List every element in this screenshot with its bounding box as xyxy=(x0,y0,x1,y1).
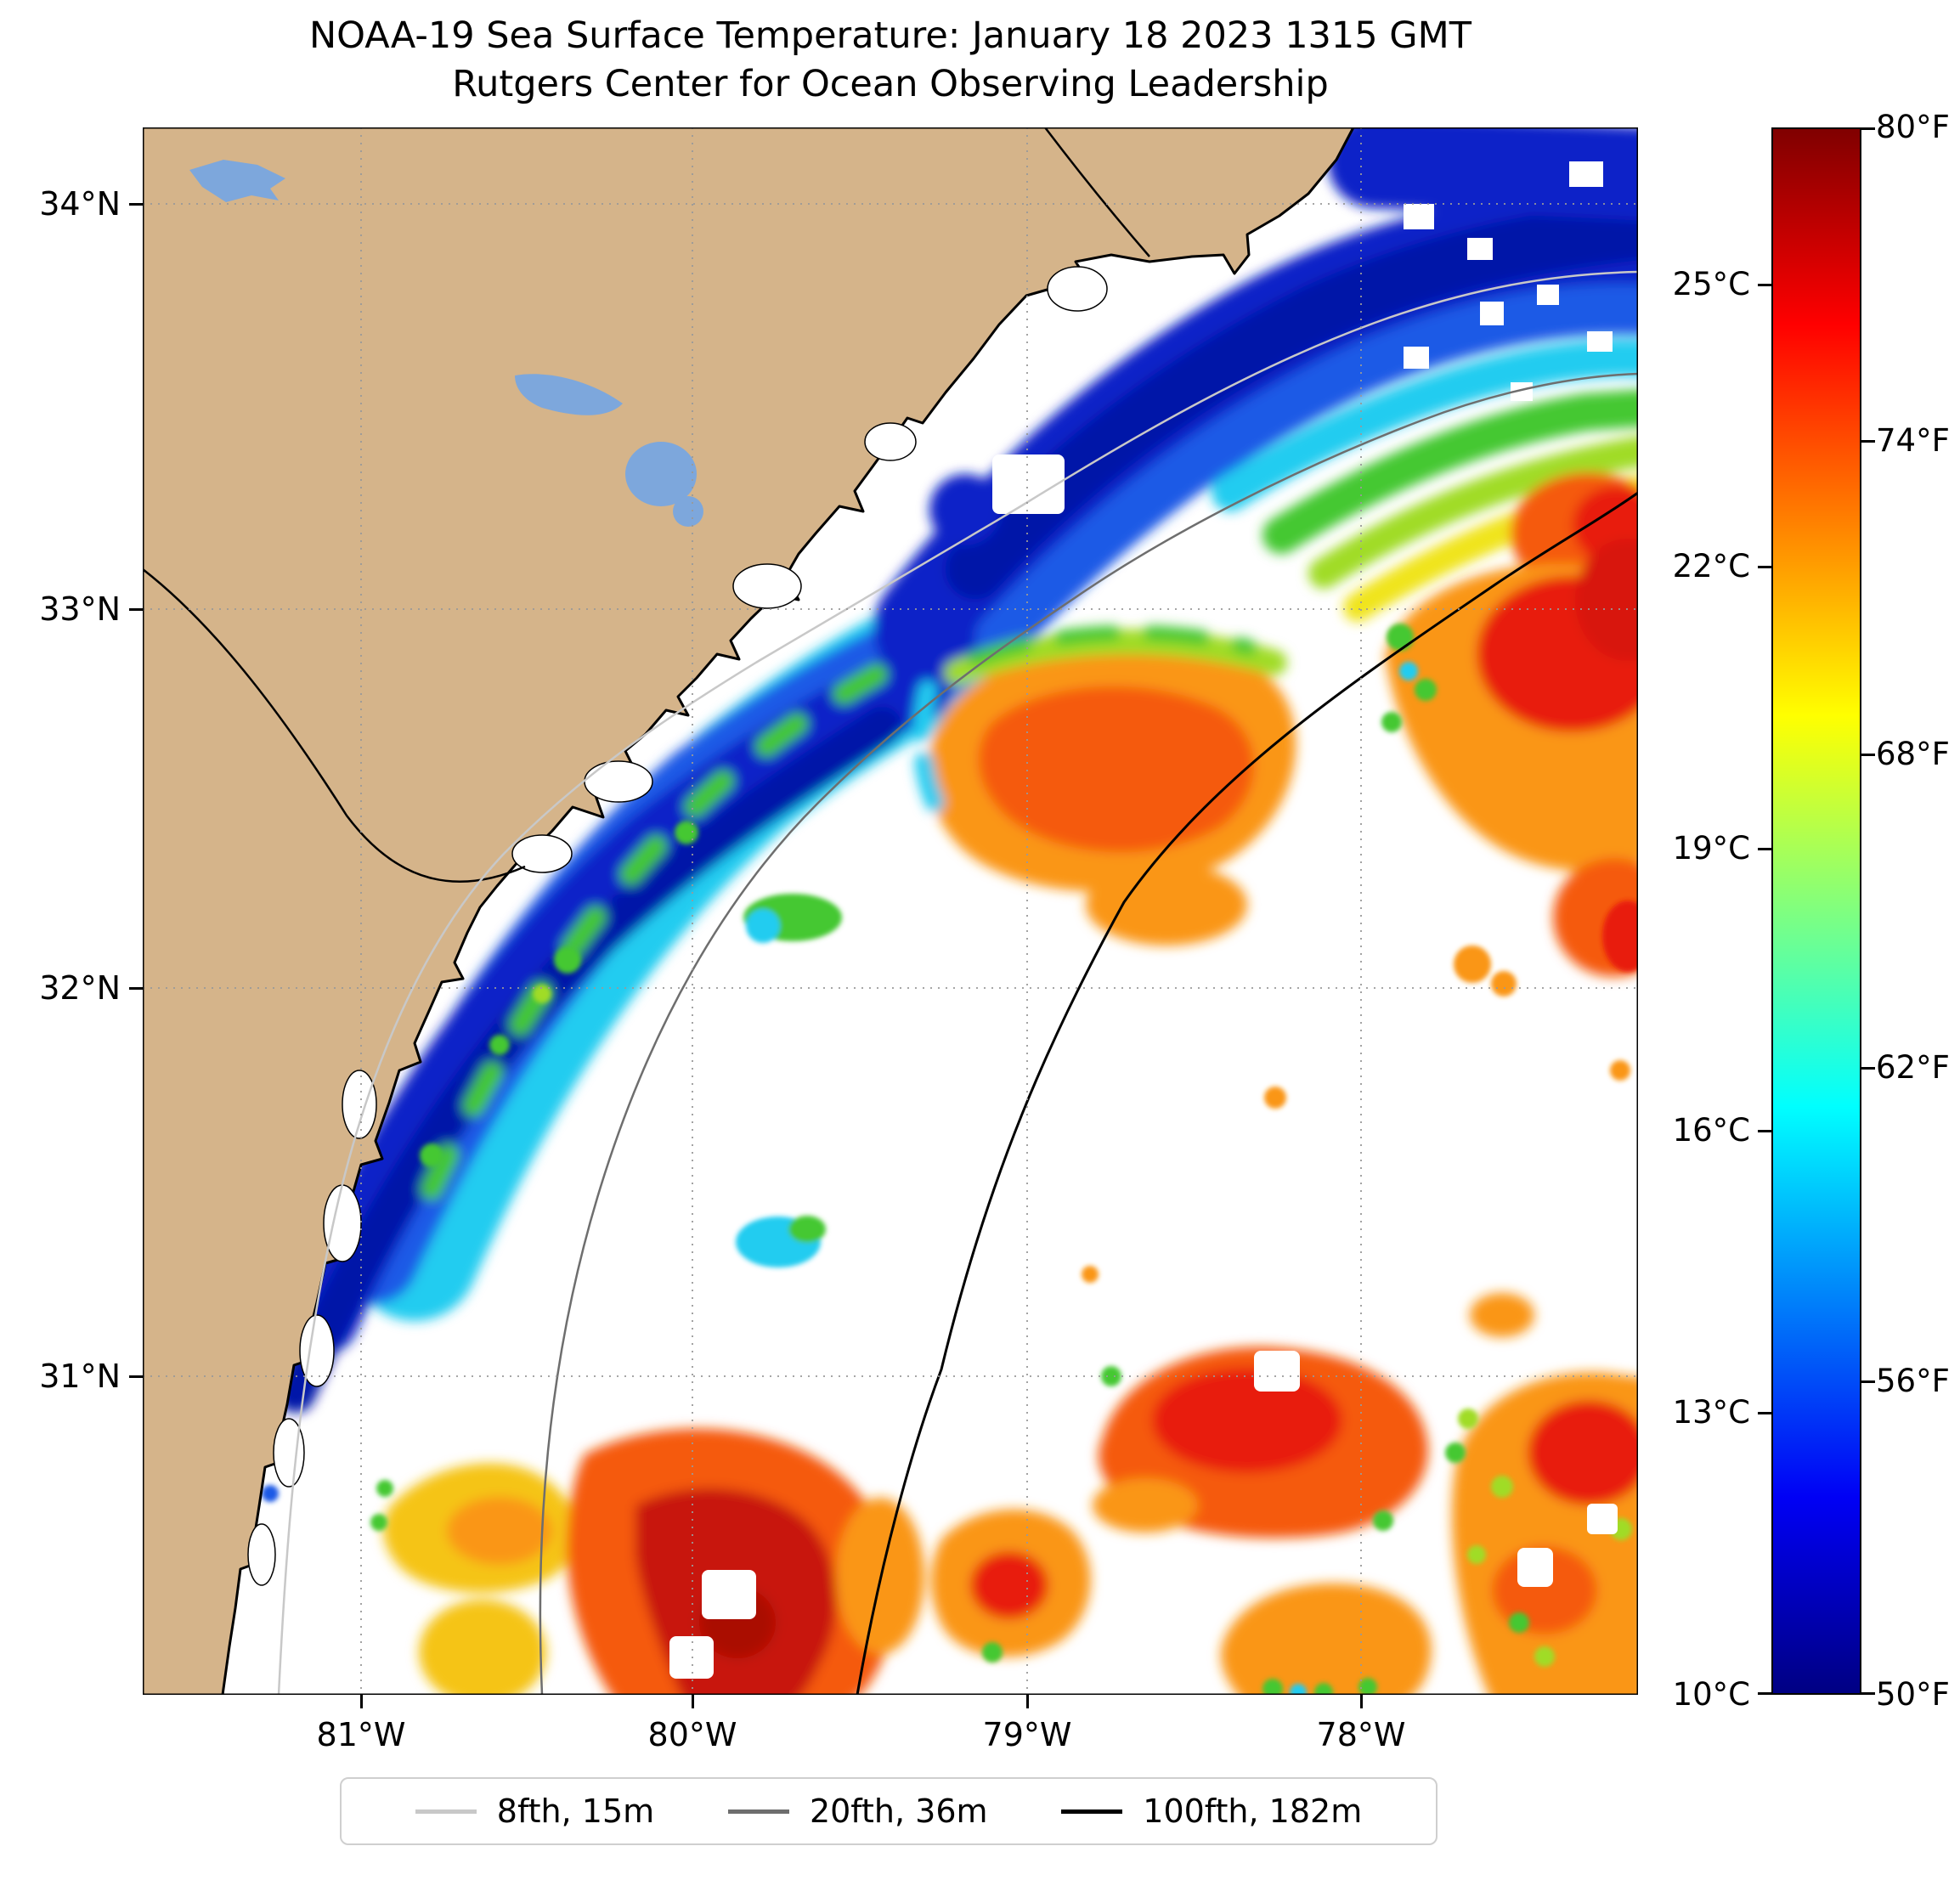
colorbar-tick-80f: 80°F xyxy=(1876,109,1950,145)
bathymetry-legend: 8fth, 15m 20fth, 36m 100fth, 182m xyxy=(340,1777,1438,1845)
colorbar-tick-68f: 68°F xyxy=(1876,736,1950,772)
lat-tick-label-34n: 34°N xyxy=(39,185,121,223)
colorbar-gradient xyxy=(1771,127,1861,1695)
colorbar-tick-56f: 56°F xyxy=(1876,1363,1950,1399)
legend-label-8fth: 8fth, 15m xyxy=(496,1792,655,1830)
lat-tick-mark xyxy=(129,987,143,990)
colorbar-tick-16c: 16°C xyxy=(1672,1112,1750,1149)
lat-tick-mark xyxy=(129,203,143,206)
lat-tick-label-31n: 31°N xyxy=(39,1358,121,1395)
rivers xyxy=(143,127,1150,883)
colorbar-tick-mark-f xyxy=(1861,1380,1875,1383)
lat-tick-mark xyxy=(129,1375,143,1378)
legend-item-8fth: 8fth, 15m xyxy=(415,1792,654,1830)
estuaries xyxy=(247,266,1108,1586)
colorbar-tick-mark-c xyxy=(1758,848,1771,850)
cloud-mask-holes xyxy=(669,161,1618,1679)
colorbar-tick-13c: 13°C xyxy=(1672,1394,1750,1431)
colorbar-tick-19c: 19°C xyxy=(1672,830,1750,867)
colorbar-tick-mark-f xyxy=(1861,1067,1875,1070)
title-line-2: Rutgers Center for Ocean Observing Leade… xyxy=(452,62,1329,105)
legend-label-20fth: 20fth, 36m xyxy=(809,1792,988,1830)
colorbar-tick-mark-c xyxy=(1758,284,1771,286)
colorbar-tick-25c: 25°C xyxy=(1672,266,1750,302)
colorbar-tick-mark-c xyxy=(1758,1130,1771,1132)
colorbar-tick-mark-f xyxy=(1861,754,1875,756)
graticule-gridlines xyxy=(143,127,1638,1695)
colorbar-tick-10c: 10°C xyxy=(1672,1676,1750,1713)
legend-line-20fth xyxy=(727,1809,789,1814)
colorbar-tick-mark-c xyxy=(1758,566,1771,568)
legend-label-100fth: 100fth, 182m xyxy=(1143,1792,1363,1830)
colorbar-tick-mark-c xyxy=(1758,1692,1771,1695)
map-axes xyxy=(143,127,1638,1695)
sst-map-svg xyxy=(143,127,1638,1695)
colorbar-tick-62f: 62°F xyxy=(1876,1049,1950,1086)
lon-tick-label-81w: 81°W xyxy=(316,1716,406,1753)
lakes xyxy=(189,160,703,527)
lon-tick-mark xyxy=(1360,1695,1363,1708)
legend-item-100fth: 100fth, 182m xyxy=(1061,1792,1362,1830)
colorbar-tick-mark-f xyxy=(1861,127,1875,130)
legend-line-100fth xyxy=(1061,1809,1123,1814)
lon-tick-mark xyxy=(1026,1695,1029,1708)
lon-tick-label-78w: 78°W xyxy=(1316,1716,1406,1753)
lon-tick-mark xyxy=(692,1695,694,1708)
colorbar-tick-mark-c xyxy=(1758,1412,1771,1414)
sst-field xyxy=(276,127,1638,1695)
legend-line-8fth xyxy=(415,1809,477,1814)
colorbar-tick-50f: 50°F xyxy=(1876,1676,1950,1713)
colorbar-tick-mark-f xyxy=(1861,1692,1875,1695)
lon-tick-label-80w: 80°W xyxy=(647,1716,737,1753)
title-line-1: NOAA-19 Sea Surface Temperature: January… xyxy=(309,14,1471,57)
lat-tick-label-32n: 32°N xyxy=(39,969,121,1007)
lon-tick-mark xyxy=(360,1695,363,1708)
lat-tick-label-33n: 33°N xyxy=(39,590,121,628)
colorbar-tick-22c: 22°C xyxy=(1672,548,1750,584)
colorbar-tick-mark-f xyxy=(1861,440,1875,443)
legend-item-20fth: 20fth, 36m xyxy=(727,1792,988,1830)
colorbar-tick-74f: 74°F xyxy=(1876,422,1950,459)
figure-title: NOAA-19 Sea Surface Temperature: January… xyxy=(143,12,1638,109)
bathymetry-100fth-contour xyxy=(856,491,1638,1695)
bathymetry-20fth-contour xyxy=(539,372,1638,1695)
bathymetry-8fth-contour xyxy=(277,270,1638,1695)
lon-tick-label-79w: 79°W xyxy=(982,1716,1072,1753)
lat-tick-mark xyxy=(129,608,143,611)
